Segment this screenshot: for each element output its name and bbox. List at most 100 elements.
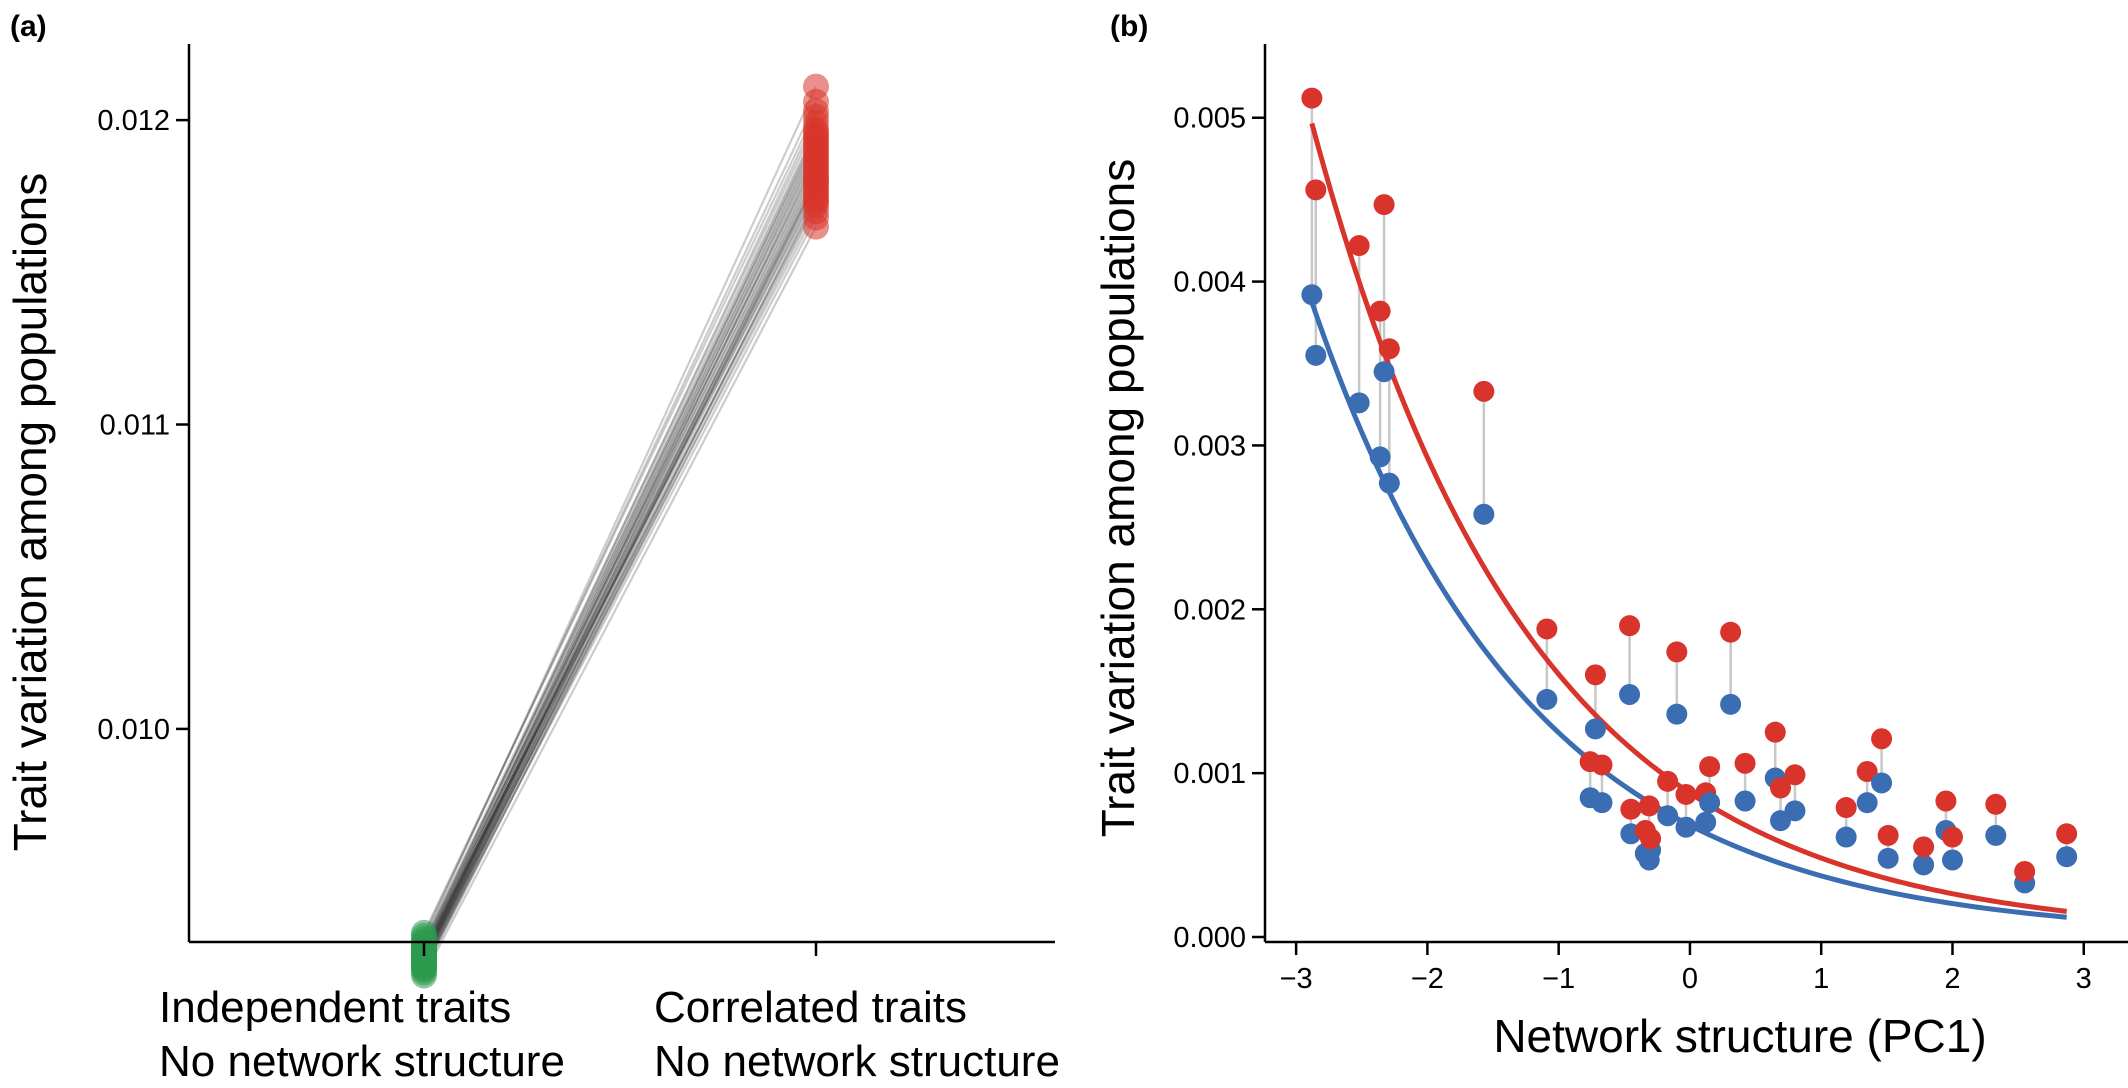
panel-a-category-independent-line2: No network structure [159,1037,565,1086]
panel-a-category-correlated-line2: No network structure [654,1037,1060,1086]
panel-a-pair-line [423,131,817,952]
panel-a-y-tick-label: 0.011 [100,410,170,442]
panel-a-label: (a) [10,10,47,43]
panel-a-y-ticks: 0.010 0.011 0.012 [97,105,189,746]
panel-b-point-red [1985,793,2007,815]
panel-a-y-tick-label: 0.010 [97,714,170,746]
panel-b-y-axis-title: Trait variation among populations [1092,159,1144,837]
panel-b-point-red [1638,795,1660,817]
panel-b-x-tick-label: −3 [1280,963,1313,995]
panel-b-x-tick-label: 3 [2076,963,2092,995]
panel-b-point-blue [1369,446,1391,468]
panel-a-pair-line [423,153,817,955]
panel-b-points [1301,87,2078,894]
panel-a-pair-line [423,137,817,943]
panel-a-pair-line [423,122,817,943]
panel-b-point-blue [1301,284,1323,306]
panel-a-pair-line [423,198,817,964]
panel-b-point-blue [1941,849,1963,871]
panel-a-pair-line [423,143,817,949]
panel-b-point-red [1666,641,1688,663]
panel-b-point-blue [1348,392,1370,414]
panel-a-pair-line [423,165,817,961]
panel-a-pair-lines [423,86,817,976]
panel-a-pair-line [423,195,817,973]
panel-a-pair-line [423,171,817,967]
panel-a-pair-line [423,180,817,952]
panel-b-point-red [1734,752,1756,774]
panel-b-y-ticks: 0.000 0.001 0.002 0.003 0.004 0.005 [1173,103,1265,954]
panel-a-pair-line [423,183,817,961]
panel-a-pair-line [423,101,817,937]
panel-b-point-blue [1784,800,1806,822]
panel-b-x-tick-label: 1 [1813,963,1829,995]
panel-b-point-red [1369,300,1391,322]
panel-a-point-independent [411,962,437,989]
panel-a-y-axis-title: Trait variation among populations [4,173,56,851]
panel-b-y-tick-label: 0.001 [1173,758,1246,790]
panel-b-point-red [1764,721,1786,743]
panel-b-point-blue [1734,790,1756,812]
panel-b-point-red [1941,826,1963,848]
panel-b-point-red [1720,621,1742,643]
panel-a-pair-line [423,156,817,964]
panel-a-pair-line [423,217,817,967]
panel-a-pair-line [423,226,817,976]
panel-a-pair-line [423,116,817,949]
panel-a-pair-line [423,186,817,955]
panel-b-point-blue [1695,811,1717,833]
panel-b-point-red [1620,798,1642,820]
panel-a-pair-line [423,150,817,952]
panel-b-point-red [1473,380,1495,402]
panel-b-point-red [1348,235,1370,257]
panel-b-point-red [1305,179,1327,201]
panel-b-point-red [1784,764,1806,786]
panel-a-pair-line [423,147,817,961]
panel-a-pair-line [423,140,817,958]
panel-b: (b) Trait variation among populations Ne… [1092,10,2128,1062]
panel-b-point-blue [1591,792,1613,814]
panel-a-pair-line [423,110,817,934]
panel-a-pair-line [423,210,817,961]
panel-a: (a) Trait variation among populations 0.… [4,10,1060,1086]
panel-b-point-red [1871,728,1893,750]
panel-b-point-blue [1305,344,1327,366]
panel-b-point-red [1856,761,1878,783]
panel-b-y-tick-label: 0.004 [1173,267,1246,299]
panel-b-y-tick-label: 0.002 [1173,594,1246,626]
panel-b-point-red [1657,770,1679,792]
panel-b-point-blue [1473,503,1495,525]
panel-b-point-red [1935,790,1957,812]
panel-b-point-blue [1619,683,1641,705]
panel-b-x-ticks: −3 −2 −1 0 1 2 3 [1280,942,2092,995]
panel-b-point-blue [1877,847,1899,869]
panel-b-point-blue [2056,846,2078,868]
panel-a-pair-line [423,204,817,970]
panel-b-point-blue [1871,772,1893,794]
panel-b-point-blue [1699,792,1721,814]
panel-b-point-red [1877,824,1899,846]
panel-b-pair-lines [1310,98,2068,883]
panel-b-point-blue [1666,703,1688,725]
panel-b-label: (b) [1110,10,1148,43]
panel-a-pair-line [423,134,817,955]
panel-b-point-blue [1856,792,1878,814]
panel-a-pair-line [423,192,817,949]
panel-a-pair-line [423,177,817,964]
panel-a-category-independent-line1: Independent traits [159,983,511,1032]
panel-a-pair-line [423,201,817,958]
panel-b-point-red [1770,777,1792,799]
panel-b-x-tick-label: 2 [1944,963,1960,995]
panel-b-point-blue [1378,472,1400,494]
panel-b-x-tick-label: −1 [1542,963,1575,995]
panel-a-pair-line [423,128,817,946]
panel-b-point-blue [1720,693,1742,715]
panel-b-point-red [1913,836,1935,858]
panel-b-point-red [1619,615,1641,637]
panel-b-point-blue [1913,854,1935,876]
panel-b-point-red [2014,860,2036,882]
panel-b-point-red [1536,618,1558,640]
panel-b-point-red [1675,783,1697,805]
panel-b-point-blue [1584,718,1606,740]
